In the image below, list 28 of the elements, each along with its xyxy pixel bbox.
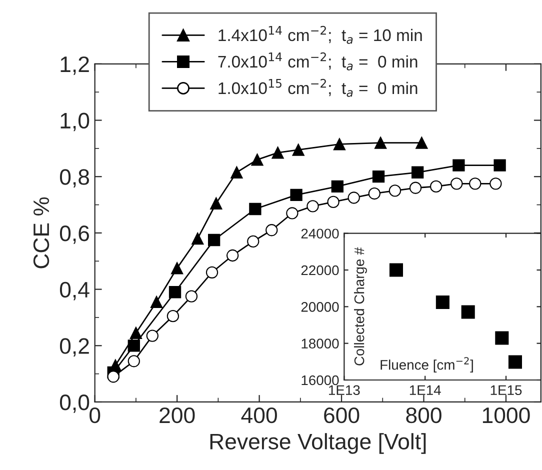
legend-label: 1.4x10$^{14}$ cm$^{−2}$; t$_{a}$ = 10 min	[218, 26, 422, 44]
x-tick-label: 800	[406, 407, 442, 424]
legend-label: 1.0x10$^{15}$ cm$^{−2}$; t$_{a}$ = 0 min	[218, 78, 418, 97]
y-tick-label: 18000	[302, 338, 339, 349]
x-axis-title: Reverse Voltage [Volt]	[210, 433, 426, 454]
x-tick-label: 1E15	[490, 385, 522, 396]
x-tick-label: 600	[324, 407, 360, 424]
legend-label: 7.0x10$^{14}$ cm$^{−2}$; t$_{a}$ = 0 min	[218, 52, 418, 70]
y-tick-label: 0,6	[60, 225, 90, 244]
y-tick-label: 0,4	[60, 282, 90, 300]
x-tick-label: 0	[90, 407, 100, 424]
x-tick-label: 1000	[482, 407, 530, 424]
y-tick-label: 16000	[302, 375, 339, 386]
y-tick-label: 24000	[301, 228, 339, 239]
y-tick-label: 0,8	[60, 169, 90, 188]
y-tick-label: 22000	[301, 265, 339, 276]
x-tick-label: 400	[241, 407, 277, 424]
y-tick-label: 1,0	[60, 112, 90, 132]
y-tick-label: 20000	[301, 302, 339, 312]
y-tick-label: 1,2	[60, 56, 89, 75]
y-tick-label: 0,0	[60, 394, 90, 413]
x-axis-title: Fluence [cm$^{−2}$]	[380, 357, 473, 373]
x-tick-label: 1E13	[329, 385, 360, 396]
x-tick-label: 200	[160, 407, 195, 424]
y-axis-title: Collected Charge #	[354, 247, 367, 366]
y-axis-title: CCE %	[33, 197, 50, 268]
x-tick-label: 1E14	[410, 385, 441, 395]
y-tick-label: 0,2	[60, 338, 89, 357]
